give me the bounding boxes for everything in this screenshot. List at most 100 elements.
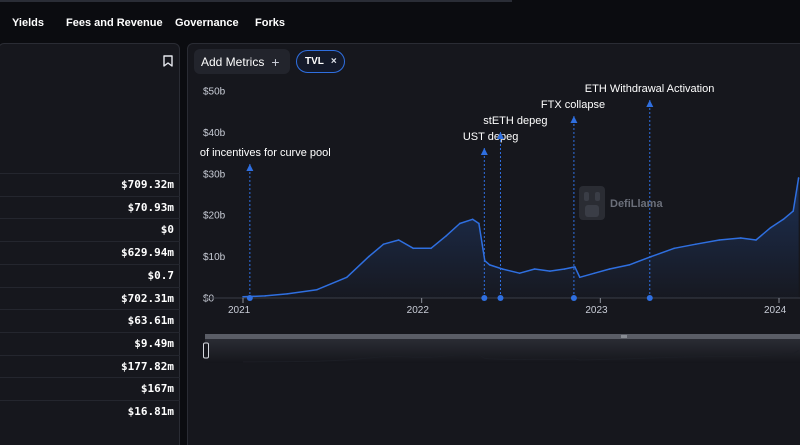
close-icon[interactable]: × <box>330 56 337 67</box>
annotation-dot <box>570 295 577 301</box>
stat-row: $167m <box>0 377 180 400</box>
data-point <box>797 177 800 179</box>
brush-handle-left[interactable] <box>203 342 209 359</box>
data-point <box>608 268 611 270</box>
data-point <box>593 272 596 274</box>
watermark-text: DefiLlama <box>610 198 663 210</box>
stat-value: $16.81m <box>127 405 174 418</box>
data-point <box>445 235 447 237</box>
plot-area <box>242 177 800 298</box>
data-point <box>242 295 244 298</box>
nav-divider <box>0 0 512 2</box>
data-point <box>628 264 631 266</box>
stat-value: $629.94m <box>121 246 174 260</box>
annotation-arrow <box>570 116 578 123</box>
data-point <box>345 276 348 279</box>
series-line <box>242 177 800 298</box>
series-area <box>243 177 799 298</box>
top-nav: Yields Fees and Revenue Governance Forks <box>0 0 800 44</box>
stat-row: $16.81m <box>0 400 180 423</box>
stat-value: $0 <box>160 223 174 237</box>
stat-value: $63.61m <box>127 314 174 328</box>
data-point <box>718 239 721 241</box>
stat-value: $0.7 <box>147 268 175 282</box>
stat-row: $702.31m <box>0 286 180 310</box>
annotation-label: ETH Withdrawal Activation <box>585 83 715 95</box>
stat-row: $0.7 <box>0 263 180 287</box>
data-point <box>574 266 576 268</box>
data-point <box>518 272 521 274</box>
annotation-arrow <box>646 100 654 107</box>
annotation-label: UST depeg <box>463 131 518 143</box>
data-point <box>769 226 772 229</box>
annotation-arrow <box>480 148 488 155</box>
brush-track[interactable] <box>205 334 800 339</box>
tab-governance[interactable]: Governance <box>175 17 239 29</box>
event-annotations: of incentives for curve pool UST depeg stE… <box>200 83 715 301</box>
annotation-dot <box>246 295 253 301</box>
stat-row: $177.82m <box>0 354 180 378</box>
stat-value: $9.49m <box>134 336 174 350</box>
data-point <box>792 210 794 212</box>
defillama-logo <box>579 186 605 220</box>
stat-row: $629.94m <box>0 241 180 264</box>
stat-row: $709.32m <box>0 173 180 196</box>
data-point <box>563 268 566 270</box>
x-tick-label: 2024 <box>764 305 787 316</box>
data-point <box>501 268 504 270</box>
stat-value: $709.32m <box>121 178 174 191</box>
y-tick-label: $40b <box>203 128 226 139</box>
annotation-dot <box>497 295 504 301</box>
data-point <box>430 247 432 250</box>
stat-value: $167m <box>140 382 174 396</box>
tab-fees-and-revenue[interactable]: Fees and Revenue <box>66 17 163 29</box>
y-axis: $0 $10b $20b $30b $40b $50b <box>203 87 226 305</box>
annotation-arrow <box>246 164 254 171</box>
annotation-label: stETH depeg <box>483 115 547 127</box>
stat-value: $70.93m <box>127 200 174 214</box>
data-point <box>264 295 266 297</box>
data-point <box>782 218 785 221</box>
stat-row: $70.93m <box>0 195 180 219</box>
tab-yields[interactable]: Yields <box>12 17 44 29</box>
data-point <box>650 255 653 258</box>
tvl-chip-label: TVL <box>305 56 324 67</box>
brush-preview-line <box>242 349 799 363</box>
y-tick-label: $50b <box>203 87 226 98</box>
annotation-dot <box>481 295 488 301</box>
data-point <box>471 218 474 221</box>
data-point <box>397 239 400 241</box>
annotation-label: FTX collapse <box>541 99 605 111</box>
y-tick-label: $30b <box>203 169 226 180</box>
data-point <box>382 243 385 245</box>
x-tick-label: 2021 <box>228 305 251 316</box>
data-point <box>286 293 288 295</box>
plus-icon: + <box>271 53 280 70</box>
stat-row: $0 <box>0 218 180 241</box>
time-brush[interactable] <box>203 334 800 363</box>
grip-icon[interactable] <box>621 335 627 338</box>
data-point <box>578 276 581 279</box>
data-point <box>755 239 757 241</box>
bookmark-icon[interactable] <box>163 55 173 67</box>
add-metrics-label: Add Metrics <box>201 54 265 69</box>
y-tick-label: $10b <box>203 252 226 263</box>
data-point <box>549 270 551 272</box>
data-point <box>488 264 491 266</box>
data-point <box>316 288 318 291</box>
data-point <box>459 222 461 225</box>
data-point <box>412 247 415 250</box>
x-tick-label: 2023 <box>585 305 608 316</box>
data-point <box>533 268 536 270</box>
annotation-dot <box>646 295 653 301</box>
data-point <box>694 243 697 245</box>
tab-forks[interactable]: Forks <box>255 17 285 29</box>
watermark: DefiLlama <box>579 186 663 220</box>
data-point <box>740 237 742 239</box>
data-point <box>673 247 676 250</box>
tvl-metric-chip[interactable]: TVL × <box>296 50 345 73</box>
data-point <box>478 222 480 225</box>
add-metrics-button[interactable]: Add Metrics + <box>194 49 290 74</box>
y-tick-label: $0 <box>203 294 215 305</box>
